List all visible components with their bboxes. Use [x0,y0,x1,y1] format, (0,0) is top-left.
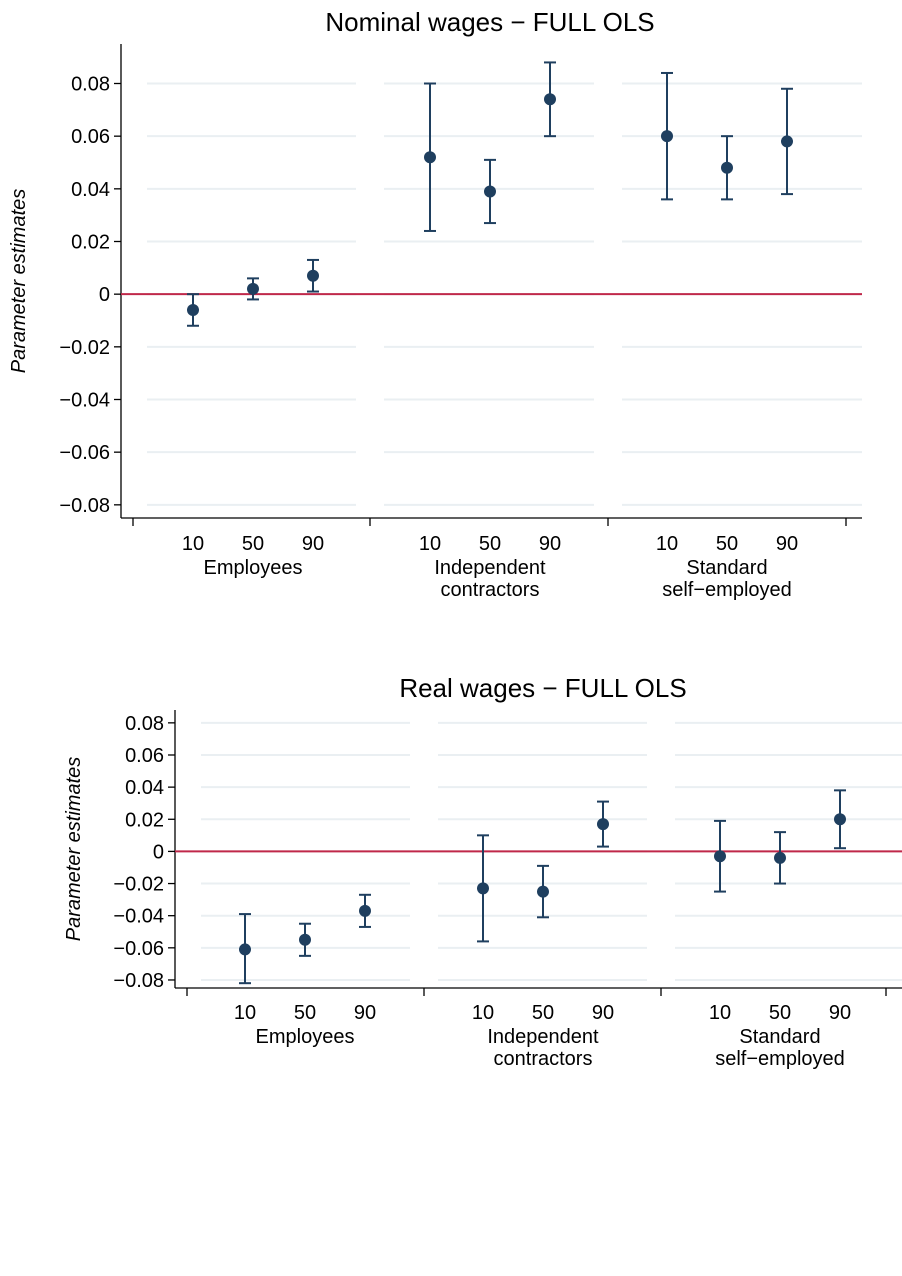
y-tick-label: 0 [153,841,164,863]
group-label: Employees [204,557,303,579]
y-tick-label: −0.06 [59,442,110,464]
y-tick-label: 0 [99,284,110,306]
y-tick-label: −0.04 [113,906,164,928]
x-tick-label: 50 [294,1002,316,1024]
estimate-point [239,943,251,956]
x-tick-label: 90 [354,1002,376,1024]
y-tick-label: 0.08 [125,713,164,735]
group-label: Standard [686,557,767,579]
x-tick-label: 50 [242,533,264,555]
x-tick-label: 90 [302,533,324,555]
x-tick-label: 90 [539,533,561,555]
y-tick-label: −0.06 [113,938,164,960]
y-tick-label: 0.06 [71,126,110,148]
y-tick-label: 0.04 [71,179,110,201]
y-axis-label: Parameter estimates [8,189,30,374]
chart-nominal: Nominal wages − FULL OLS Parameter estima… [8,7,862,601]
y-tick-label: 0.08 [71,74,110,96]
y-tick-label: 0.02 [125,809,164,831]
estimate-point [834,813,846,826]
y-axis-label: Parameter estimates [63,757,85,942]
chart-title: Nominal wages − FULL OLS [325,7,654,37]
group-label: self−employed [662,579,792,601]
estimate-point [597,818,609,831]
group-label: Employees [256,1026,355,1048]
group-label: contractors [494,1048,593,1070]
x-tick-label: 10 [656,533,678,555]
group-label: contractors [441,579,540,601]
x-tick-label: 10 [182,533,204,555]
y-tick-label: 0.02 [71,232,110,254]
group-label: Standard [739,1026,820,1048]
y-tick-label: −0.08 [59,495,110,517]
y-tick-label: −0.02 [113,874,164,896]
x-tick-label: 90 [829,1002,851,1024]
x-tick-label: 50 [769,1002,791,1024]
x-tick-label: 90 [776,533,798,555]
y-tick-label: −0.08 [113,970,164,992]
x-tick-label: 50 [716,533,738,555]
group-label: Independent [434,557,546,579]
estimate-point [714,850,726,863]
y-tick-label: −0.02 [59,337,110,359]
chart-real: Real wages − FULL OLS Parameter estimates… [63,673,902,1070]
estimate-point [661,130,673,143]
estimate-point [721,161,733,174]
group-label: Independent [487,1026,599,1048]
estimate-point [247,282,259,295]
x-tick-label: 50 [479,533,501,555]
x-tick-label: 10 [709,1002,731,1024]
estimate-point [774,851,786,864]
estimate-point [781,135,793,148]
y-tick-label: −0.04 [59,390,110,412]
estimate-point [537,885,549,898]
estimate-point [307,269,319,282]
x-tick-label: 10 [419,533,441,555]
y-tick-label: 0.04 [125,777,164,799]
estimate-point [544,93,556,106]
estimate-point [299,933,311,946]
estimate-point [359,904,371,917]
group-label: self−employed [715,1048,845,1070]
y-tick-label: 0.06 [125,745,164,767]
estimate-point [484,185,496,198]
chart-title: Real wages − FULL OLS [399,673,686,703]
x-tick-label: 10 [234,1002,256,1024]
x-tick-label: 90 [592,1002,614,1024]
x-tick-label: 50 [532,1002,554,1024]
x-tick-label: 10 [472,1002,494,1024]
estimate-point [477,882,489,895]
estimate-point [187,303,199,316]
estimate-point [424,151,436,164]
